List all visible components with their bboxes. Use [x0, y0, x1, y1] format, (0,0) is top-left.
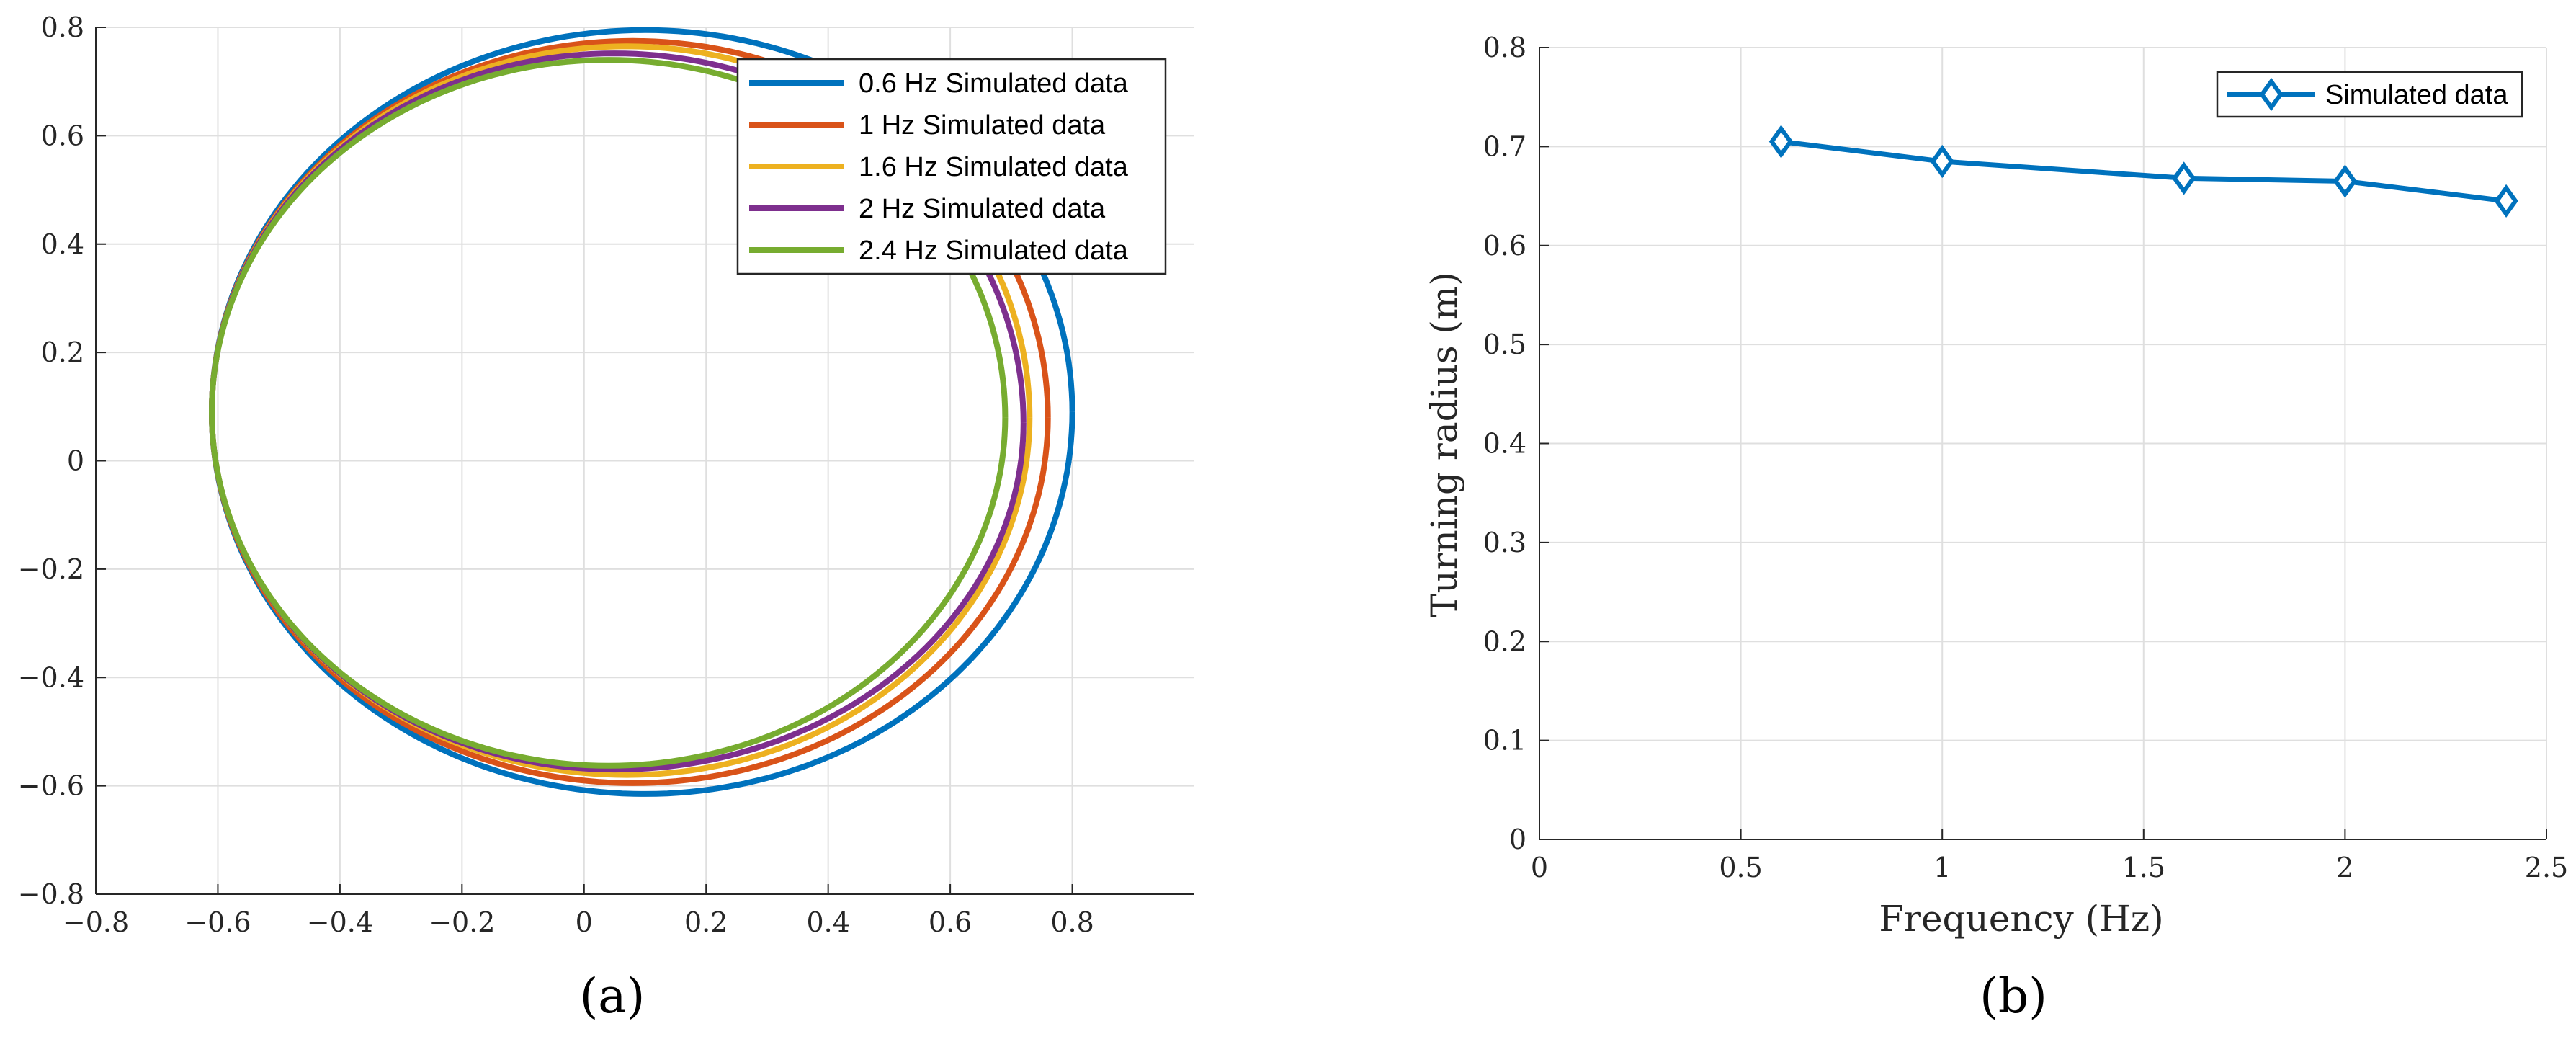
- y-tick-label: 0.2: [41, 336, 84, 368]
- x-tick-label: 0: [1531, 852, 1548, 883]
- x-axis-label-b: Frequency (Hz): [1879, 898, 2163, 940]
- y-tick-label: −0.4: [18, 661, 84, 693]
- x-tick-label: 0.4: [806, 906, 849, 938]
- plot-b-ticks: 0 0.5 1 1.5 2 2.5 0 0.1 0.2 0.3 0.4 0.5 0.6 0.7 0.8: [1483, 32, 2569, 883]
- x-tick-label: −0.8: [63, 906, 129, 938]
- y-tick-label: 0: [67, 445, 84, 477]
- y-tick-label: −0.6: [18, 770, 84, 802]
- plot-b-series: [1768, 125, 2518, 218]
- x-tick-label: 0.6: [929, 906, 972, 938]
- legend-entry-1: 0.6 Hz Simulated data: [859, 68, 1129, 99]
- x-tick-label: 1.5: [2122, 852, 2165, 883]
- x-tick-label: −0.2: [429, 906, 495, 938]
- data-point-marker: [2494, 184, 2518, 218]
- x-tick-label: −0.6: [184, 906, 251, 938]
- y-tick-label: 0.3: [1483, 527, 1526, 558]
- legend-entry-4: 2 Hz Simulated data: [859, 194, 1106, 224]
- y-tick-label: 0.7: [1483, 130, 1526, 162]
- y-tick-label: −0.8: [18, 878, 84, 910]
- x-tick-label: 0.5: [1719, 852, 1762, 883]
- y-tick-label: 0.4: [41, 228, 84, 260]
- x-tick-label: 0: [576, 906, 593, 938]
- legend-entry-2: 1 Hz Simulated data: [859, 110, 1106, 141]
- y-tick-label: 0: [1509, 824, 1526, 855]
- legend-entry-5: 2.4 Hz Simulated data: [859, 236, 1129, 266]
- legend-entry-1: Simulated data: [2325, 80, 2508, 110]
- y-tick-label: 0.2: [1483, 625, 1526, 657]
- y-axis-label-b: Turning radius (m): [1423, 272, 1465, 617]
- plot-a: −0.8 −0.6 −0.4 −0.2 0 0.2 0.4 0.6 0.8 −0.8 −0.6 −0.…: [18, 12, 1194, 1024]
- y-tick-label: 0.4: [1483, 428, 1526, 460]
- y-tick-label: 0.8: [41, 12, 84, 43]
- y-tick-label: 0.8: [1483, 32, 1526, 63]
- x-tick-label: 2: [2336, 852, 2353, 883]
- plot-b: 0 0.5 1 1.5 2 2.5 0 0.1 0.2 0.3 0.4 0.5 0.6 0.7 0.8 Si…: [1423, 32, 2568, 1024]
- plot-b-grid: [1539, 47, 2547, 840]
- y-tick-label: 0.1: [1483, 725, 1526, 757]
- panel-label-b: (b): [1980, 968, 2047, 1024]
- plot-b-legend: Simulated data: [2216, 71, 2523, 118]
- y-tick-label: 0.6: [41, 120, 84, 151]
- x-tick-label: 1: [1933, 852, 1951, 883]
- plot-a-legend: 0.6 Hz Simulated data 1 Hz Simulated data…: [736, 58, 1167, 275]
- data-point-marker: [1768, 125, 1794, 159]
- panel-label-a: (a): [580, 968, 645, 1024]
- legend-entry-3: 1.6 Hz Simulated data: [859, 152, 1129, 182]
- y-tick-label: −0.2: [18, 553, 84, 585]
- y-tick-label: 0.5: [1483, 329, 1526, 360]
- data-point-marker: [1930, 144, 1954, 179]
- x-tick-label: 2.5: [2525, 852, 2568, 883]
- legend-marker: [2259, 77, 2284, 112]
- x-tick-label: 0.8: [1050, 906, 1094, 938]
- x-tick-label: 0.2: [684, 906, 728, 938]
- x-tick-label: −0.4: [307, 906, 373, 938]
- y-tick-label: 0.6: [1483, 230, 1526, 262]
- plot-a-ticks: −0.8 −0.6 −0.4 −0.2 0 0.2 0.4 0.6 0.8 −0.8 −0.6 −0.…: [18, 12, 1094, 938]
- data-point-marker: [2172, 161, 2196, 195]
- data-point-marker: [2333, 164, 2358, 198]
